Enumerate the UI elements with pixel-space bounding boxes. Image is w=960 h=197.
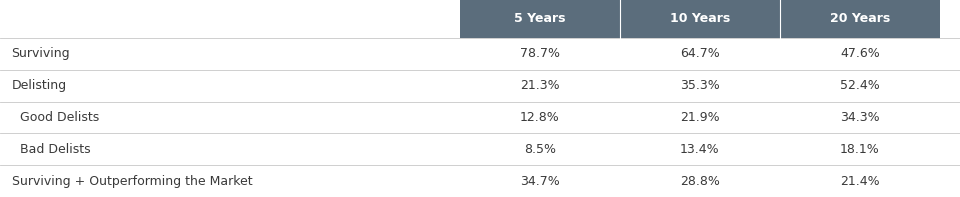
Text: 35.3%: 35.3%	[680, 79, 720, 92]
Text: 12.8%: 12.8%	[520, 111, 560, 124]
Text: 20 Years: 20 Years	[829, 12, 890, 25]
Text: 34.3%: 34.3%	[840, 111, 879, 124]
Text: 8.5%: 8.5%	[524, 143, 556, 156]
Text: 5 Years: 5 Years	[515, 12, 565, 25]
Text: 47.6%: 47.6%	[840, 47, 879, 60]
Bar	[780, 0, 940, 38]
Text: 78.7%: 78.7%	[520, 47, 560, 60]
Text: Surviving: Surviving	[12, 47, 70, 60]
Text: 21.9%: 21.9%	[680, 111, 720, 124]
Text: Good Delists: Good Delists	[12, 111, 99, 124]
Text: 52.4%: 52.4%	[840, 79, 879, 92]
Text: 13.4%: 13.4%	[680, 143, 720, 156]
Text: 10 Years: 10 Years	[670, 12, 730, 25]
Bar	[460, 0, 620, 38]
Text: Surviving + Outperforming the Market: Surviving + Outperforming the Market	[12, 175, 252, 188]
Text: Delisting: Delisting	[12, 79, 66, 92]
Text: 64.7%: 64.7%	[680, 47, 720, 60]
Text: 28.8%: 28.8%	[680, 175, 720, 188]
Text: 18.1%: 18.1%	[840, 143, 879, 156]
Bar	[620, 0, 780, 38]
Text: 21.4%: 21.4%	[840, 175, 879, 188]
Text: 34.7%: 34.7%	[520, 175, 560, 188]
Text: Bad Delists: Bad Delists	[12, 143, 90, 156]
Text: 21.3%: 21.3%	[520, 79, 560, 92]
